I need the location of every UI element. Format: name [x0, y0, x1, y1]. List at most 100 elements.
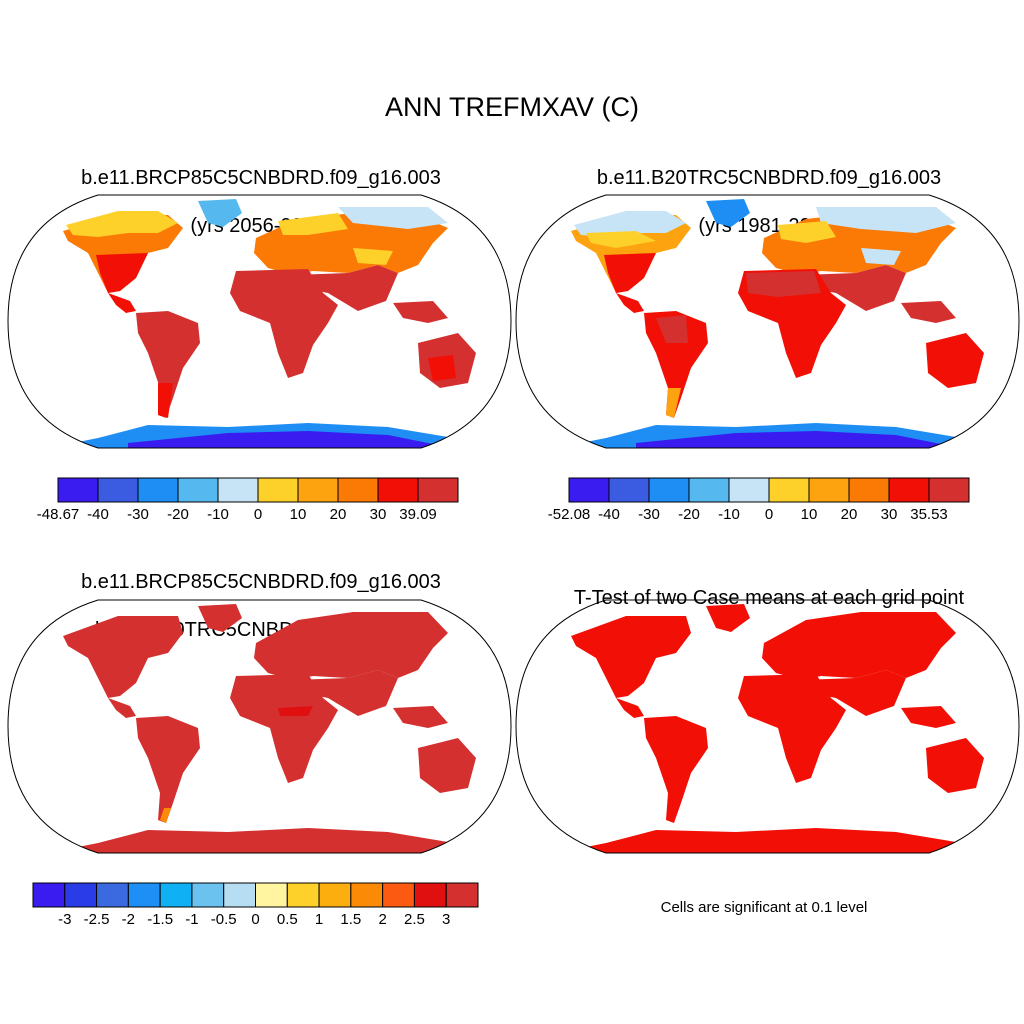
panel1-tibet — [353, 248, 393, 265]
case2-colorbar-box-5 — [768, 477, 810, 503]
panel1-south-asia — [293, 265, 398, 311]
diff-colorbar-label-8: 1 — [314, 911, 324, 928]
diff-colorbar-label-2: -2 — [121, 911, 136, 928]
case1-colorbar — [57, 477, 459, 503]
panel2-greenland — [706, 199, 750, 227]
panel1-central-america — [108, 293, 136, 313]
panel2-australia — [926, 333, 984, 388]
case2-colorbar-label-1: -40 — [598, 506, 620, 523]
panel3-central-america — [108, 698, 136, 718]
panel4-eurasia — [762, 612, 956, 680]
panel3-title-line1: b.e11.BRCP85C5CNBDRD.f09_g16.003 — [81, 571, 441, 593]
case1-colorbar-box-1 — [97, 477, 139, 503]
panel2-amazon — [656, 315, 688, 343]
panel4-north-america — [571, 616, 691, 698]
significance-note: Cells are significant at 0.1 level — [660, 899, 868, 916]
diff-colorbar-label-5: -0.5 — [210, 911, 237, 928]
diff-colorbar-box-0 — [32, 882, 66, 908]
panel2-title-line1: b.e11.B20TRC5CNBDRD.f09_g16.003 — [596, 167, 942, 189]
case1-colorbar-box-5 — [257, 477, 299, 503]
diff-colorbar-box-9 — [318, 882, 352, 908]
diff-colorbar-box-2 — [96, 882, 129, 908]
panel3-greenland — [198, 604, 242, 632]
case2-colorbar-box-3 — [688, 477, 730, 503]
panel2-sahara — [746, 271, 821, 297]
panel3-map-border — [7, 599, 512, 854]
panel1-africa — [230, 269, 338, 378]
panel1-siberia — [338, 207, 448, 229]
case1-colorbar-label-0: -48.67 — [36, 506, 80, 523]
panel4-map-border — [515, 599, 1020, 854]
case1-colorbar-label-3: -20 — [167, 506, 189, 523]
case1-colorbar-box-6 — [297, 477, 339, 503]
case1-colorbar-label-5: 0 — [253, 506, 263, 523]
diff-colorbar-label-4: -1 — [185, 911, 199, 928]
case1-colorbar-box-0 — [57, 477, 99, 503]
case2-colorbar — [568, 477, 970, 503]
case2-colorbar-box-2 — [648, 477, 690, 503]
panel4-south-america — [644, 716, 708, 823]
panel1-antarctica-interior — [128, 431, 438, 448]
case1-colorbar-label-8: 30 — [369, 506, 387, 523]
panel2-maritime-se-asia — [901, 301, 956, 323]
case2-colorbar-label-4: -10 — [718, 506, 740, 523]
panel2-siberia — [816, 207, 956, 233]
diff-colorbar-label-11: 2.5 — [403, 911, 425, 928]
panel4-australia — [926, 738, 984, 793]
diff-colorbar-label-3: -1.5 — [147, 911, 174, 928]
panel4-africa — [738, 674, 846, 783]
case2-colorbar-label-9: 35.53 — [910, 506, 948, 523]
case1-colorbar-box-9 — [417, 477, 459, 503]
panel2-central-america — [616, 293, 644, 313]
panel1-north-america-south — [96, 253, 148, 293]
panel2-africa — [738, 269, 846, 378]
case1-colorbar-label-7: 20 — [329, 506, 347, 523]
case2-colorbar-box-1 — [608, 477, 650, 503]
case2-colorbar-label-7: 20 — [840, 506, 858, 523]
panel4-central-america — [616, 698, 644, 718]
case1-colorbar-label-6: 10 — [289, 506, 307, 523]
panel4-title: T-Test of two Case means at each grid po… — [514, 562, 1024, 634]
diff-colorbar-label-0: -3 — [58, 911, 72, 928]
panel2-northern-europe — [778, 221, 836, 243]
case2-colorbar-label-2: -30 — [638, 506, 660, 523]
case2-colorbar-box-6 — [808, 477, 850, 503]
case1-colorbar-label-4: -10 — [207, 506, 229, 523]
figure-title: ANN TREFMXAV (C) — [384, 92, 639, 122]
panel3-maritime-se-asia — [393, 706, 448, 728]
diff-colorbar-box-13 — [445, 882, 479, 908]
panel4-south-asia — [801, 670, 906, 716]
panel4-maritime-se-asia — [901, 706, 956, 728]
diff-colorbar-label-1: -2.5 — [83, 911, 110, 928]
panel3-sahel — [278, 706, 313, 716]
case2-colorbar-box-8 — [888, 477, 930, 503]
diff-colorbar-box-5 — [191, 882, 225, 908]
panel4-greenland — [706, 604, 750, 632]
panel3-australia — [418, 738, 476, 793]
case2-colorbar-box-7 — [848, 477, 890, 503]
panel1-south-america — [136, 311, 200, 418]
diff-colorbar-label-6: 0 — [251, 911, 260, 928]
panel1-map-border — [7, 194, 512, 449]
panel3-south-america — [136, 716, 200, 823]
diff-colorbar-label-7: 0.5 — [276, 911, 298, 928]
diff-colorbar-label-12: 3 — [442, 911, 451, 928]
case2-colorbar-label-8: 30 — [880, 506, 898, 523]
case1-colorbar-box-3 — [177, 477, 219, 503]
case1-colorbar-box-4 — [217, 477, 259, 503]
diff-colorbar — [32, 882, 479, 908]
case1-colorbar-label-9: 39.09 — [399, 506, 437, 523]
diff-colorbar-box-1 — [64, 882, 98, 908]
case1-colorbar-box-7 — [337, 477, 379, 503]
panel1-south-america-tip — [158, 383, 173, 418]
panel1-maritime-se-asia — [393, 301, 448, 323]
case2-colorbar-box-4 — [728, 477, 770, 503]
panel1-north-america-north — [66, 211, 178, 237]
panel4-map — [515, 599, 1020, 854]
diff-colorbar-label-9: 1.5 — [340, 911, 362, 928]
panel2-tibet — [861, 248, 901, 265]
panel4-title-line1: T-Test of two Case means at each grid po… — [573, 587, 965, 609]
panel2-patagonia — [666, 388, 681, 418]
diff-colorbar-box-10 — [350, 882, 384, 908]
diff-colorbar-box-11 — [382, 882, 415, 908]
